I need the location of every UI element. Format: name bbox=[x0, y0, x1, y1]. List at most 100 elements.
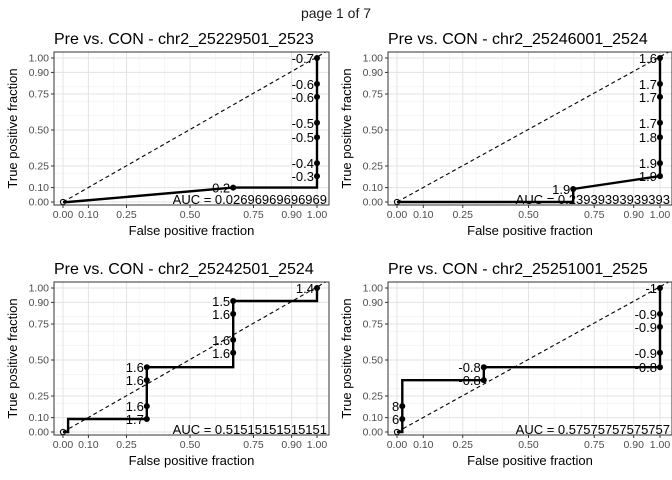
x-tick-label: 0.50 bbox=[180, 209, 201, 221]
y-tick-label: 0.10 bbox=[29, 182, 50, 194]
auc-annotation: AUC = 0.02696969696969 bbox=[173, 192, 327, 207]
y-tick-label: 0.90 bbox=[363, 297, 384, 309]
roc-point bbox=[230, 310, 237, 317]
point-label: -0.8 bbox=[635, 360, 657, 375]
panel-border bbox=[53, 281, 330, 436]
panel-title: Pre vs. CON - chr2_25229501_2523 bbox=[54, 31, 314, 48]
x-tick-label: 0.00 bbox=[387, 439, 408, 451]
roc-point bbox=[314, 55, 320, 61]
panel-border bbox=[387, 281, 672, 436]
panel-title: Pre vs. CON - chr2_25251001_2525 bbox=[388, 261, 648, 278]
x-tick-label: 0.75 bbox=[243, 209, 264, 221]
reference-diagonal bbox=[62, 52, 327, 203]
y-tick-label: 0.25 bbox=[29, 161, 50, 173]
y-tick-label: 1.00 bbox=[363, 283, 384, 295]
roc-point bbox=[314, 119, 320, 126]
y-tick-label: 0.10 bbox=[363, 412, 384, 424]
x-tick-label: 1.00 bbox=[307, 209, 328, 221]
roc-point bbox=[143, 364, 150, 371]
y-tick-label: 0.75 bbox=[363, 319, 384, 331]
point-label: -0.2 bbox=[208, 181, 230, 196]
roc-point bbox=[570, 186, 577, 193]
point-label: -0.9 bbox=[635, 320, 657, 335]
point-label: 1.8 bbox=[639, 130, 657, 145]
point-label: 1.6 bbox=[126, 360, 144, 375]
x-tick-label: 0.50 bbox=[518, 209, 539, 221]
y-tick-label: 0.90 bbox=[363, 67, 384, 79]
y-axis-title: True positive fraction bbox=[5, 68, 20, 188]
point-label: -0.9 bbox=[635, 346, 657, 361]
point-label: 1.4 bbox=[296, 281, 314, 296]
point-label: -0.8 bbox=[458, 360, 480, 375]
point-label: 1.6 bbox=[212, 346, 230, 361]
x-tick-label: 0.10 bbox=[78, 209, 99, 221]
point-label: 1.7 bbox=[639, 116, 657, 131]
chart-panels: -0.2 -0.3-0.4 -0.5-0.5 -0.6-0.6 -0.7 AUC = 0.… bbox=[5, 31, 672, 468]
roc-point bbox=[657, 173, 663, 180]
roc-point bbox=[657, 160, 663, 167]
point-label: 1.7 bbox=[639, 90, 657, 105]
x-tick-label: 0.50 bbox=[518, 439, 539, 451]
x-tick-label: 1.00 bbox=[650, 209, 671, 221]
point-label: 8 bbox=[392, 399, 399, 414]
roc-point bbox=[143, 377, 150, 384]
y-tick-label: 0.00 bbox=[363, 427, 384, 439]
x-tick-label: 0.75 bbox=[584, 439, 605, 451]
x-axis-title: False positive fraction bbox=[467, 223, 593, 238]
panel-border bbox=[53, 51, 330, 206]
roc-point bbox=[657, 134, 663, 141]
y-tick-label: 0.50 bbox=[363, 355, 384, 367]
roc-point bbox=[399, 403, 406, 410]
roc-point bbox=[657, 323, 663, 330]
x-tick-label: 0.90 bbox=[623, 209, 644, 221]
y-tick-label: 0.75 bbox=[29, 319, 50, 331]
point-label: -0.6 bbox=[292, 77, 314, 92]
roc-point bbox=[657, 55, 663, 61]
y-axis-title: True positive fraction bbox=[339, 298, 354, 418]
point-label: -0.3 bbox=[292, 169, 314, 184]
point-label: -0.8 bbox=[458, 373, 480, 388]
roc-panel-1: -0.2 -0.3-0.4 -0.5-0.5 -0.6-0.6 -0.7 AUC = 0.… bbox=[5, 31, 330, 238]
y-tick-label: 1.00 bbox=[29, 283, 50, 295]
x-tick-label: 0.25 bbox=[453, 439, 474, 451]
plot-contents: -0.2 -0.3-0.4 -0.5-0.5 -0.6-0.6 -0.7 AUC = 0.… bbox=[54, 52, 329, 207]
y-tick-label: 0.10 bbox=[29, 412, 50, 424]
y-tick-label: 0.75 bbox=[363, 89, 384, 101]
x-tick-label: 0.00 bbox=[387, 209, 408, 221]
y-tick-label: 0.90 bbox=[29, 67, 50, 79]
reference-diagonal bbox=[62, 282, 327, 433]
roc-point bbox=[314, 160, 320, 167]
x-tick-label: 0.25 bbox=[116, 439, 137, 451]
roc-point bbox=[230, 297, 237, 304]
x-tick-label: 0.90 bbox=[623, 439, 644, 451]
roc-point bbox=[657, 80, 663, 87]
panel-title: Pre vs. CON - chr2_25242501_2524 bbox=[54, 261, 314, 278]
y-tick-label: 0.00 bbox=[29, 197, 50, 209]
x-tick-label: 0.90 bbox=[281, 439, 302, 451]
roc-point bbox=[314, 80, 320, 87]
point-label: 1.6 bbox=[212, 307, 230, 322]
roc-point bbox=[230, 336, 237, 343]
x-tick-label: 0.25 bbox=[116, 209, 137, 221]
y-tick-label: 0.10 bbox=[363, 182, 384, 194]
point-label: -0.5 bbox=[292, 130, 314, 145]
roc-point bbox=[314, 134, 320, 141]
y-tick-label: 0.90 bbox=[29, 297, 50, 309]
x-tick-label: 0.10 bbox=[78, 439, 99, 451]
point-label: -1 bbox=[645, 281, 657, 296]
x-tick-label: 0.75 bbox=[584, 209, 605, 221]
y-tick-label: 0.50 bbox=[29, 125, 50, 137]
roc-point bbox=[314, 285, 320, 291]
reference-diagonal bbox=[396, 52, 670, 203]
point-label: -0.5 bbox=[292, 116, 314, 131]
roc-point bbox=[314, 173, 320, 180]
reference-diagonal bbox=[396, 282, 670, 433]
plot-area bbox=[388, 52, 672, 205]
y-tick-label: 0.25 bbox=[29, 391, 50, 403]
plot-area bbox=[388, 282, 672, 435]
roc-point bbox=[657, 364, 663, 371]
